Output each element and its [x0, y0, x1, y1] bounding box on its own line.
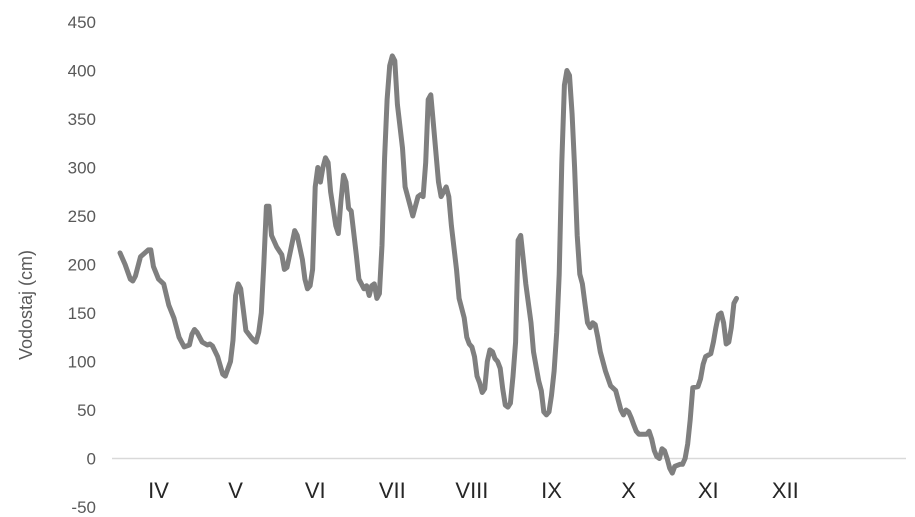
- x-tick-label: IX: [541, 478, 562, 503]
- y-tick-label: 150: [68, 304, 96, 323]
- y-tick-label: 250: [68, 207, 96, 226]
- y-tick-label: 400: [68, 62, 96, 81]
- x-tick-label: V: [228, 478, 243, 503]
- y-tick-label: -50: [71, 498, 96, 517]
- x-tick-label: VIII: [455, 478, 488, 503]
- y-axis-label: Vodostaj (cm): [16, 250, 36, 360]
- x-tick-label: IV: [148, 478, 169, 503]
- y-tick-label: 200: [68, 256, 96, 275]
- y-tick-label: 300: [68, 159, 96, 178]
- y-tick-label: 350: [68, 110, 96, 129]
- x-tick-label: VI: [305, 478, 326, 503]
- y-tick-label: 100: [68, 353, 96, 372]
- x-tick-label: VII: [379, 478, 406, 503]
- y-tick-label: 50: [77, 401, 96, 420]
- y-tick-label: 0: [87, 450, 96, 469]
- y-axis-ticks: -50 0 50 100 150 200 250 300 350 400 450: [68, 13, 96, 517]
- water-level-line: [117, 53, 739, 476]
- x-axis-month-labels: IV V VI VII VIII IX X XI XII: [148, 478, 799, 503]
- x-tick-label: XII: [772, 478, 799, 503]
- y-tick-label: 450: [68, 13, 96, 32]
- x-tick-label: XI: [698, 478, 719, 503]
- x-tick-label: X: [621, 478, 636, 503]
